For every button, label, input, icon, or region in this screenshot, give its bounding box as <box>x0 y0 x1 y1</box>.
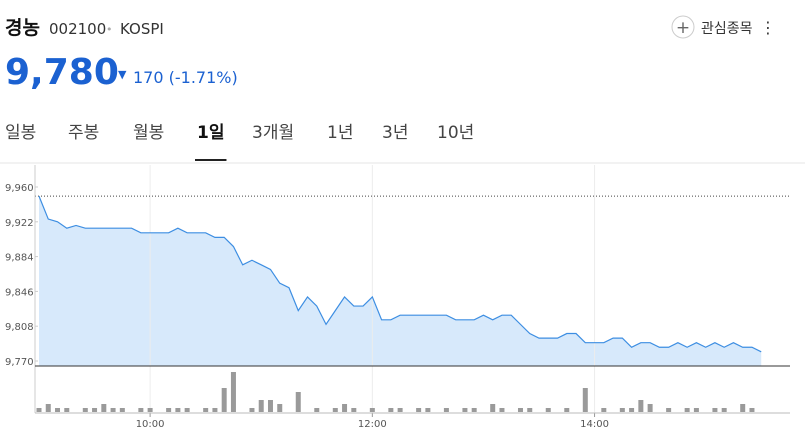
volume-bar <box>582 388 588 412</box>
volume-bar <box>92 408 98 412</box>
volume-bar <box>119 408 125 412</box>
y-tick-label: 9,770 <box>5 357 34 368</box>
volume-bar <box>267 400 273 412</box>
tab[interactable]: 3개월 <box>252 123 294 143</box>
tab[interactable]: 월봉 <box>133 123 164 143</box>
y-tick-label: 9,960 <box>5 183 34 194</box>
volume-bar <box>499 408 505 412</box>
watch-icon: + <box>676 18 690 38</box>
price-line <box>38 195 762 353</box>
volume-bar <box>342 404 348 412</box>
volume-bar <box>332 408 338 412</box>
volume-bar <box>101 404 107 412</box>
volume-bar <box>147 408 153 412</box>
volume-bar <box>712 408 718 412</box>
volume-bar <box>619 408 625 412</box>
tabs: 일봉 주봉 월봉 1일 3개월 1년 3년 10년 <box>5 123 474 161</box>
stock-name: 경농 <box>5 17 40 39</box>
volume-bar <box>638 400 644 412</box>
volume-bar <box>277 404 283 412</box>
volume-bar <box>462 408 468 412</box>
volume-bar <box>647 404 653 412</box>
volume-bar <box>221 388 227 412</box>
volume-bar <box>490 404 496 412</box>
menu-icon[interactable]: ⋮ <box>760 18 776 37</box>
volume-bar <box>517 408 523 412</box>
volume-bar <box>55 408 61 412</box>
volume-bar <box>629 408 635 412</box>
volume-bar <box>175 408 181 412</box>
volume-bar <box>203 408 209 412</box>
market: KOSPI <box>120 20 164 38</box>
tab[interactable]: 10년 <box>437 123 474 143</box>
y-tick-label: 9,884 <box>5 253 34 264</box>
volume-bar <box>601 408 607 412</box>
volume-bar <box>45 404 51 412</box>
tab[interactable]: 일봉 <box>5 123 36 143</box>
volume-bar <box>230 372 236 412</box>
volume-bar <box>693 408 699 412</box>
chart: 10:00 12:00 14:00 9,770 9,808 9,846 9,884 9,922… <box>5 165 790 430</box>
volume-bar <box>82 408 88 412</box>
change: 170 (-1.71%) <box>133 68 238 87</box>
volume-bar <box>416 408 422 412</box>
volume-bar <box>369 408 375 412</box>
volume-bar <box>443 408 449 412</box>
volume-bar <box>249 408 255 412</box>
volume-bar <box>666 408 672 412</box>
tab[interactable]: 3년 <box>382 123 408 143</box>
tab[interactable]: 1년 <box>327 123 353 143</box>
x-tick-label: 14:00 <box>580 419 609 430</box>
watch-button[interactable]: + 관심종목 <box>671 15 753 39</box>
volume-bar <box>110 408 116 412</box>
volume-bar <box>166 408 172 412</box>
volume-bar <box>749 408 755 412</box>
volume-bar <box>545 408 551 412</box>
price: 9,780 <box>5 52 119 93</box>
volume-bar <box>212 408 218 412</box>
volume-bar <box>425 408 431 412</box>
tab[interactable]: 1일 <box>197 123 224 143</box>
watch-icon-circle <box>671 15 695 39</box>
volume-bar <box>351 408 357 412</box>
volume-bar <box>314 408 320 412</box>
volume-bar <box>721 408 727 412</box>
volume-bar <box>36 408 42 412</box>
separator: • <box>106 23 113 36</box>
volume-bar <box>740 404 746 412</box>
y-tick-label: 9,808 <box>5 322 34 333</box>
volume-bar <box>397 408 403 412</box>
volume-bar <box>258 400 264 412</box>
volume-bar <box>295 392 301 412</box>
volume-bar <box>138 408 144 412</box>
volume-bar <box>564 408 570 412</box>
stock-code: 002100 <box>49 20 106 38</box>
watch-label: 관심종목 <box>701 21 753 37</box>
x-tick-label: 10:00 <box>136 419 165 430</box>
volume-bar <box>184 408 190 412</box>
volume-bar <box>684 408 690 412</box>
volume-bar <box>471 408 477 412</box>
tab[interactable]: 주봉 <box>68 123 99 143</box>
volume-bar <box>388 408 394 412</box>
area-fill <box>39 196 762 366</box>
x-tick-label: 12:00 <box>358 419 387 430</box>
y-tick-label: 9,922 <box>5 218 34 229</box>
volume-bar <box>527 408 533 412</box>
volume-bar <box>64 408 70 412</box>
y-tick-label: 9,846 <box>5 287 34 298</box>
change-arrow: ▼ <box>118 68 127 81</box>
